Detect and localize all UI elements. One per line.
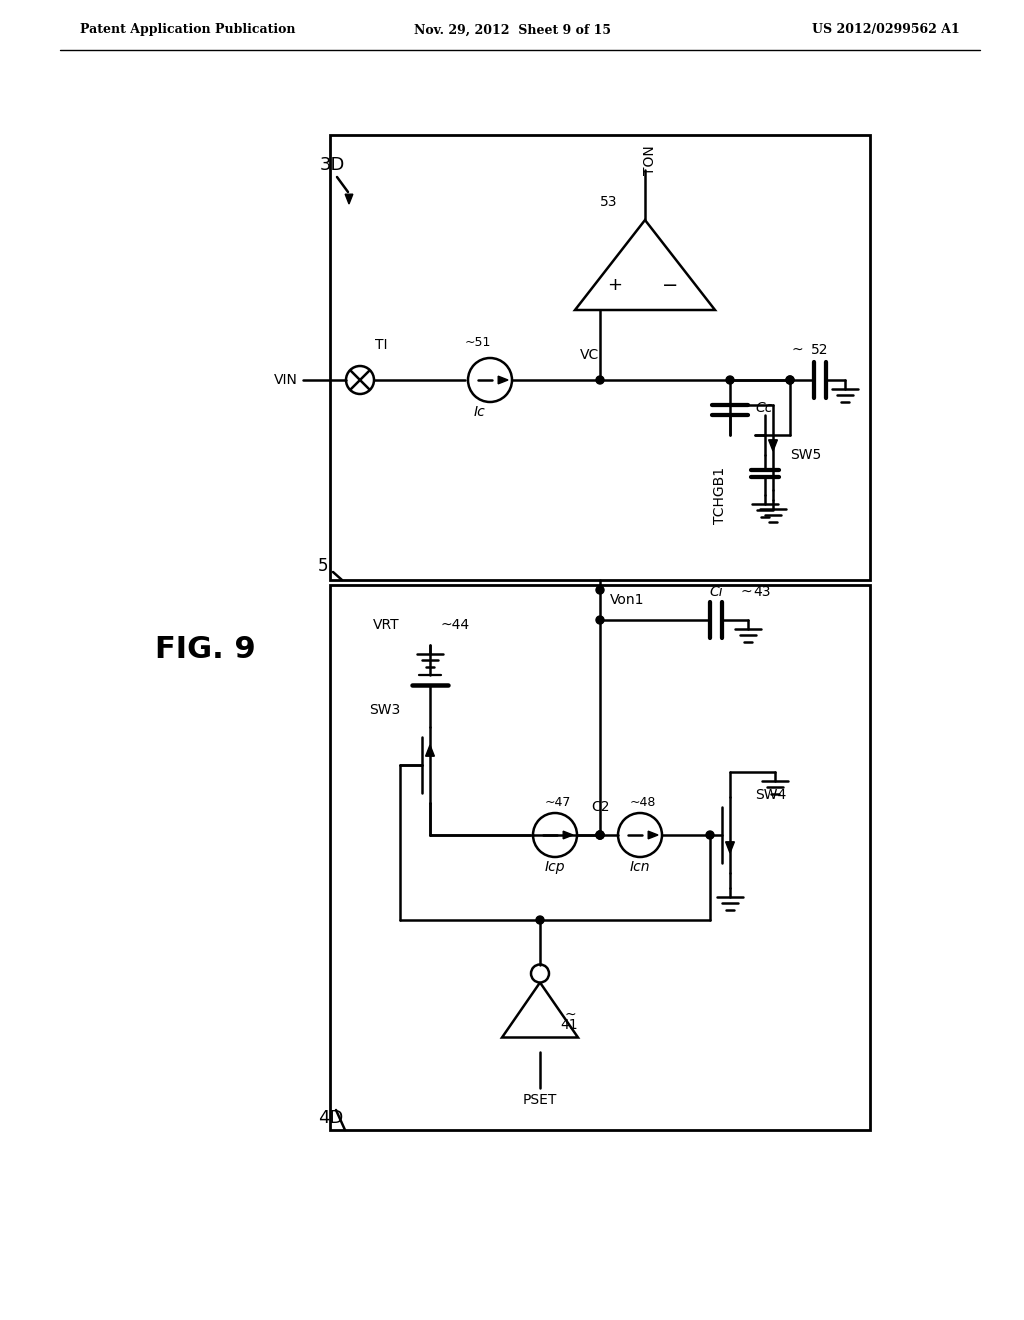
Text: ~44: ~44 — [440, 618, 469, 632]
Circle shape — [596, 616, 604, 624]
Circle shape — [531, 965, 549, 982]
Text: Icp: Icp — [545, 861, 565, 874]
Text: 43: 43 — [754, 585, 771, 599]
Circle shape — [534, 813, 577, 857]
Text: 41: 41 — [560, 1018, 578, 1032]
Polygon shape — [726, 842, 734, 853]
Text: VIN: VIN — [274, 374, 298, 387]
Polygon shape — [648, 832, 658, 838]
Text: Nov. 29, 2012  Sheet 9 of 15: Nov. 29, 2012 Sheet 9 of 15 — [414, 24, 610, 37]
Text: VRT: VRT — [374, 618, 400, 632]
Polygon shape — [563, 832, 573, 838]
Text: 4D: 4D — [318, 1109, 343, 1127]
Circle shape — [596, 832, 604, 840]
Text: 5: 5 — [318, 557, 329, 576]
Circle shape — [596, 832, 604, 840]
Text: PSET: PSET — [523, 1093, 557, 1107]
Polygon shape — [426, 744, 434, 756]
Text: TCHGB1: TCHGB1 — [713, 466, 727, 524]
Text: ~48: ~48 — [630, 796, 656, 809]
Text: ~: ~ — [740, 585, 752, 599]
Text: Patent Application Publication: Patent Application Publication — [80, 24, 296, 37]
Text: SW4: SW4 — [755, 788, 786, 803]
Text: US 2012/0299562 A1: US 2012/0299562 A1 — [812, 24, 961, 37]
Text: 3D: 3D — [319, 156, 345, 174]
Text: ~47: ~47 — [545, 796, 571, 809]
Text: ~: ~ — [565, 1008, 577, 1022]
Circle shape — [596, 832, 604, 840]
Circle shape — [536, 916, 544, 924]
Text: FIG. 9: FIG. 9 — [155, 635, 256, 664]
Text: TI: TI — [375, 338, 387, 352]
Text: ~: ~ — [792, 343, 803, 356]
Circle shape — [618, 813, 662, 857]
Text: Icn: Icn — [630, 861, 650, 874]
Circle shape — [468, 358, 512, 403]
Text: Ic: Ic — [474, 405, 485, 418]
Text: SW5: SW5 — [790, 447, 821, 462]
Polygon shape — [499, 376, 508, 384]
Text: −: − — [662, 276, 678, 294]
Circle shape — [346, 366, 374, 393]
Polygon shape — [345, 194, 353, 205]
Text: SW3: SW3 — [370, 704, 400, 717]
Text: Ci: Ci — [710, 585, 723, 599]
Text: TON: TON — [643, 145, 657, 174]
Text: +: + — [607, 276, 623, 294]
Circle shape — [596, 376, 604, 384]
Polygon shape — [769, 440, 777, 451]
Text: VC: VC — [581, 348, 600, 362]
Circle shape — [596, 586, 604, 594]
Text: Cc: Cc — [755, 401, 772, 414]
Bar — [330, 135, 870, 579]
Circle shape — [726, 376, 734, 384]
Polygon shape — [502, 982, 578, 1038]
Text: 52: 52 — [811, 343, 828, 356]
Text: Von1: Von1 — [610, 593, 644, 607]
Polygon shape — [575, 220, 715, 310]
Circle shape — [786, 376, 794, 384]
Bar — [330, 585, 870, 1130]
Text: C2: C2 — [591, 800, 609, 814]
Circle shape — [786, 376, 794, 384]
Text: ~51: ~51 — [465, 335, 492, 348]
Text: 53: 53 — [600, 195, 617, 209]
Circle shape — [706, 832, 714, 840]
